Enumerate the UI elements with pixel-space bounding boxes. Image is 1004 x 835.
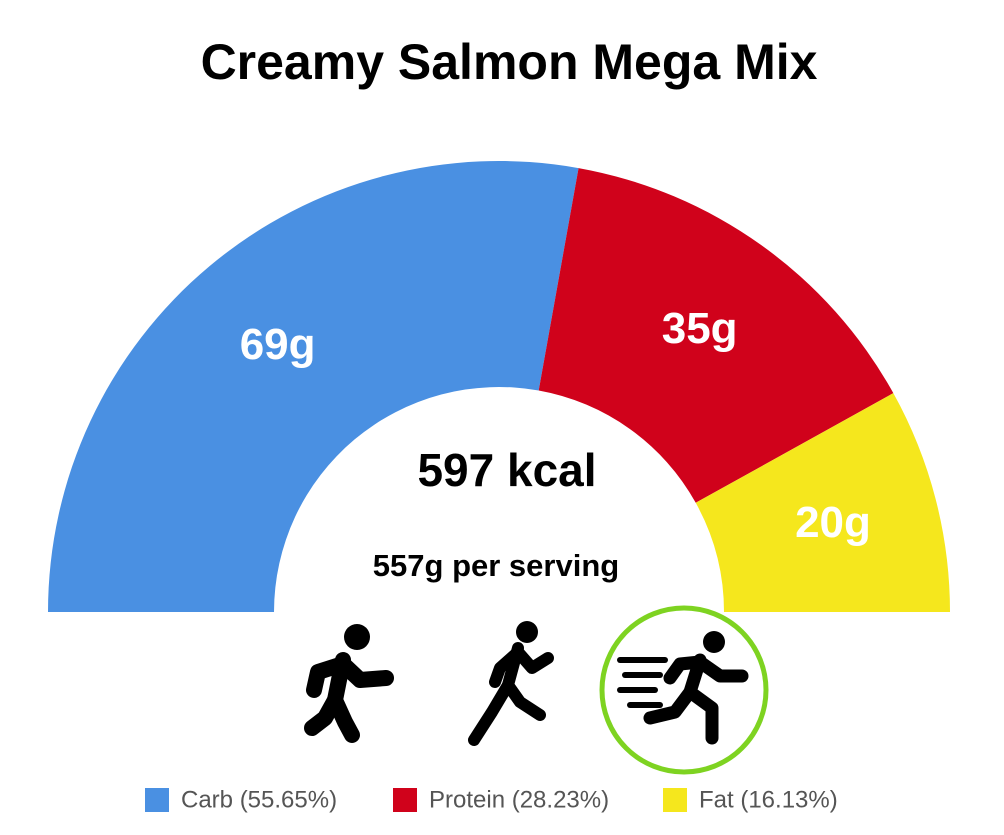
selected-ring [599,605,769,775]
legend-swatch [663,788,687,812]
center-title: 597 kcal [417,444,596,496]
value-label: 20g [795,498,871,547]
running-icon [468,621,554,746]
wedge [48,160,579,612]
center-subtitle: 557g per serving [373,548,619,583]
value-label: 35g [662,304,738,353]
sprinting-icon [617,631,749,745]
value-label: 69g [240,320,316,369]
legend: Carb (55.65%) Protein (28.23%) Fat (16.13%… [145,786,838,813]
wedges: 69g 35g 20g [48,160,950,612]
legend-swatch [145,788,169,812]
wedge [538,168,894,503]
legend-label: Protein (28.23%) [429,786,609,813]
chart-title: Creamy Salmon Mega Mix [201,34,818,90]
legend-label: Fat (16.13%) [699,786,838,813]
legend-swatch [393,788,417,812]
legend-label: Carb (55.65%) [181,786,337,813]
wedge [695,393,950,612]
walking-icon [304,624,394,743]
